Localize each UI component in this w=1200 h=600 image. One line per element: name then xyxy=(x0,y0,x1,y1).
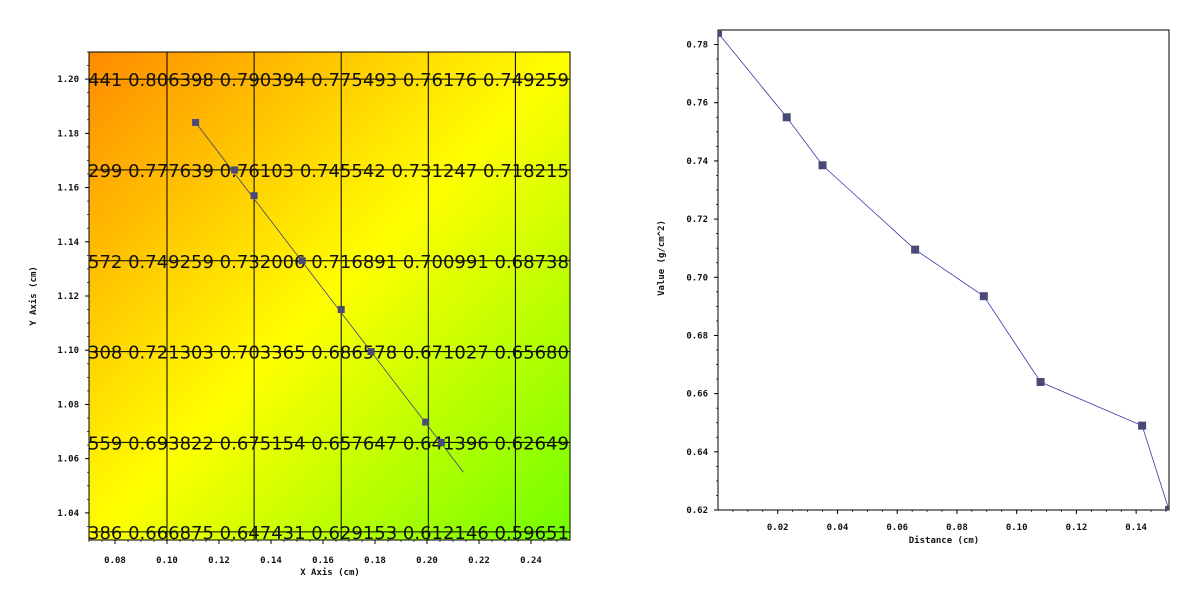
line-y-tick-label: 0.78 xyxy=(686,41,708,51)
heatmap-y-tick-label: 1.08 xyxy=(57,400,79,410)
heatmap-x-axis-label: X Axis (cm) xyxy=(300,567,360,578)
line-x-tick-label: 0.14 xyxy=(1125,523,1147,533)
heatmap-x-tick-label: 0.14 xyxy=(260,556,282,566)
line-y-ticks: 0.62 0.64 0.66 0.68 0.70 0.72 0.74 0.76 0.78 xyxy=(686,41,718,516)
line-y-tick-label: 0.72 xyxy=(686,215,708,225)
heatmap-x-tick-label: 0.22 xyxy=(468,556,490,566)
heatmap-x-tick-label: 0.16 xyxy=(312,556,334,566)
line-plot-frame xyxy=(717,29,1170,511)
heatmap-y-tick-label: 1.10 xyxy=(57,346,79,356)
heatmap-value-labels: 441 0.806398 0.790394 0.775493 0.76176 0… xyxy=(88,70,598,544)
line-x-tick-label: 0.02 xyxy=(767,523,789,533)
heatmap-x-tick-label: 0.08 xyxy=(104,556,126,566)
heatmap-cell-value-row: 299 0.777639 0.76103 0.745542 0.731247 0… xyxy=(88,161,586,182)
heatmap-y-tick-label: 1.18 xyxy=(57,129,79,139)
probe-point xyxy=(367,348,375,356)
line-series-path xyxy=(718,32,1169,510)
line-plot: 0.02 0.04 0.06 0.08 0.10 0.12 0.14 0.620.640.6… xyxy=(657,29,1170,546)
probe-point xyxy=(231,166,239,174)
heatmap-cell-value-row: 559 0.693822 0.675154 0.657647 0.641396 … xyxy=(88,433,598,454)
line-y-tick-label: 0.64 xyxy=(686,448,708,458)
heatmap-y-tick-label: 1.16 xyxy=(57,184,79,194)
heatmap-x-tick-label: 0.18 xyxy=(364,556,386,566)
line-x-axis-label: Distance (cm) xyxy=(909,535,979,546)
heatmap-y-tick-label: 1.12 xyxy=(57,292,79,302)
line-series-point xyxy=(782,113,791,122)
heatmap-cell-value-row: 441 0.806398 0.790394 0.775493 0.76176 0… xyxy=(88,70,586,91)
heatmap-x-tick-label: 0.12 xyxy=(208,556,230,566)
probe-line xyxy=(195,122,464,473)
line-series-point xyxy=(818,161,827,170)
heatmap-cell-value-row: 386 0.666875 0.647431 0.629153 0.612146 … xyxy=(88,523,598,544)
line-series-point xyxy=(911,245,920,254)
line-series-point xyxy=(1036,378,1045,386)
line-x-tick-label: 0.10 xyxy=(1006,523,1028,533)
line-series-point xyxy=(1138,421,1147,430)
probe-point xyxy=(192,118,200,126)
line-x-tick-label: 0.12 xyxy=(1066,523,1088,533)
heatmap-cell-value-row: 308 0.721303 0.703365 0.686578 0.671027 … xyxy=(88,343,598,364)
line-series xyxy=(718,30,1169,510)
line-series-point xyxy=(979,292,988,301)
line-series-point xyxy=(1165,506,1169,510)
probe-point xyxy=(437,438,445,446)
line-x-tick-label: 0.04 xyxy=(827,523,849,533)
heatmap-x-tick-label: 0.10 xyxy=(156,556,178,566)
heatmap-background xyxy=(88,51,571,541)
probe-point xyxy=(422,418,430,426)
heatmap-y-tick-label: 1.14 xyxy=(57,238,79,248)
heatmap-plot: 441 0.806398 0.790394 0.775493 0.76176 0… xyxy=(28,51,598,578)
heatmap-x-ticks: 0.08 0.10 0.12 0.14 0.16 0.18 0.20 0.22 0.24 xyxy=(88,540,558,566)
line-series-point xyxy=(718,30,722,37)
probe-line-group xyxy=(192,118,464,473)
heatmap-y-tick-label: 1.06 xyxy=(57,455,79,465)
line-y-tick-label: 0.76 xyxy=(686,99,708,109)
heatmap-y-tick-label: 1.20 xyxy=(57,75,79,85)
heatmap-y-axis-label: Y Axis (cm) xyxy=(28,266,39,326)
heatmap-y-ticks: 1.04 1.06 1.08 1.10 1.12 1.14 1.16 1.18 1.20 xyxy=(57,51,89,527)
heatmap-y-tick-label: 1.04 xyxy=(57,509,79,519)
heatmap-grid xyxy=(89,52,570,540)
line-y-tick-label: 0.68 xyxy=(686,331,708,341)
probe-point xyxy=(250,192,258,200)
heatmap-cell-value-row: 572 0.749259 0.732006 0.716891 0.700991 … xyxy=(88,252,598,273)
line-y-tick-label: 0.62 xyxy=(686,506,708,516)
probe-point xyxy=(337,306,345,314)
line-y-tick-label: 0.74 xyxy=(686,157,708,167)
probe-point xyxy=(298,257,306,265)
line-x-tick-label: 0.08 xyxy=(946,523,968,533)
heatmap-x-tick-label: 0.20 xyxy=(416,556,438,566)
line-y-tick-label: 0.66 xyxy=(686,390,708,400)
line-y-axis-label: Value (g/cm^2) xyxy=(657,220,667,296)
line-x-ticks: 0.02 0.04 0.06 0.08 0.10 0.12 0.14 xyxy=(732,510,1167,533)
line-y-tick-label: 0.70 xyxy=(686,273,708,283)
heatmap-x-tick-label: 0.24 xyxy=(520,556,542,566)
line-x-tick-label: 0.06 xyxy=(886,523,908,533)
